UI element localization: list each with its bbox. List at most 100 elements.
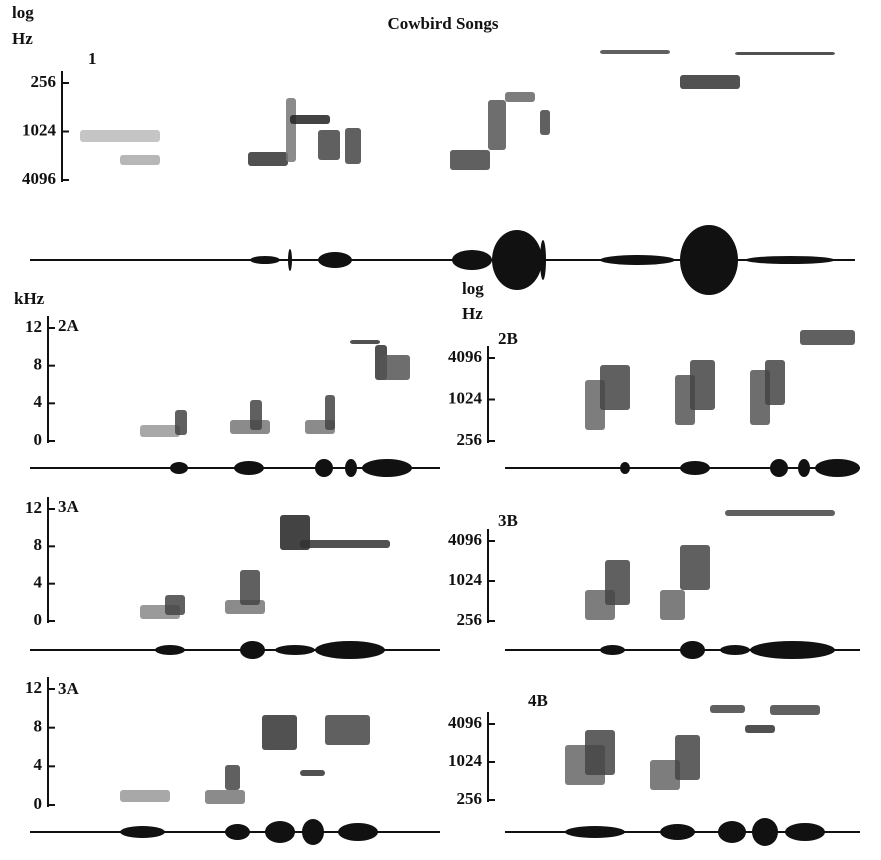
waveform-burst <box>240 641 265 659</box>
spectrogram-trace <box>680 545 710 590</box>
tick-label: 4 <box>34 755 43 774</box>
tick-label: 256 <box>457 610 483 629</box>
tick-label: 8 <box>34 355 43 374</box>
tick-label: 0 <box>34 794 43 813</box>
waveform-burst <box>620 462 630 474</box>
panel-label: 4B <box>528 691 548 710</box>
waveform-burst <box>660 824 695 840</box>
panel-label: 3A <box>58 679 80 698</box>
tick-label: 4 <box>34 573 43 592</box>
tick-label: 8 <box>34 717 43 736</box>
spectrogram-trace <box>725 510 835 516</box>
spectrogram-trace <box>325 395 335 430</box>
spectrogram-trace <box>225 765 240 790</box>
panel-label: 2A <box>58 316 80 335</box>
tick-label: 256 <box>31 72 57 91</box>
waveform-burst <box>338 823 378 841</box>
axis-label: kHz <box>14 289 45 308</box>
spectrogram-trace <box>248 152 288 166</box>
spectrogram-trace <box>710 705 745 713</box>
waveform-burst <box>770 459 788 477</box>
waveform-burst <box>718 821 746 843</box>
waveform-burst <box>362 459 412 477</box>
waveform-burst <box>680 641 705 659</box>
spectrogram-trace <box>585 730 615 775</box>
axis-label: Hz <box>462 304 483 323</box>
spectrogram-trace <box>680 75 740 89</box>
spectrogram-trace <box>690 360 715 410</box>
spectrogram-trace <box>300 540 390 548</box>
tick-label: 256 <box>457 789 483 808</box>
tick-label: 4 <box>34 392 43 411</box>
spectrogram-trace <box>300 770 325 776</box>
spectrogram-trace <box>140 425 180 437</box>
waveform-burst <box>750 641 835 659</box>
waveform-burst <box>540 240 546 280</box>
spectrogram-trace <box>540 110 550 135</box>
panel-label: 3A <box>58 497 80 516</box>
waveform-burst <box>680 225 738 295</box>
spectrogram-trace <box>80 130 160 142</box>
waveform-burst <box>492 230 542 290</box>
waveform-burst <box>318 252 352 268</box>
tick-label: 1024 <box>22 120 57 139</box>
spectrogram-trace <box>175 410 187 435</box>
waveform-burst <box>752 818 778 846</box>
spectrogram-trace <box>650 760 680 790</box>
figure-title: Cowbird Songs <box>387 14 498 33</box>
axis-label: Hz <box>12 29 33 48</box>
spectrogram-trace <box>262 715 297 750</box>
tick-label: 1024 <box>448 751 483 770</box>
spectrogram-trace <box>800 330 855 345</box>
tick-label: 1024 <box>448 570 483 589</box>
spectrogram-trace <box>345 128 361 164</box>
axis-label: log <box>12 3 34 22</box>
spectrogram-trace <box>165 595 185 615</box>
waveform-burst <box>345 459 357 477</box>
waveform-burst <box>234 461 264 475</box>
tick-label: 4096 <box>448 530 482 549</box>
tick-label: 4096 <box>448 347 482 366</box>
spectrogram-trace <box>660 590 685 620</box>
spectrogram-trace <box>250 400 262 430</box>
waveform-burst <box>250 256 280 264</box>
waveform-burst <box>452 250 492 270</box>
waveform-burst <box>120 826 165 838</box>
waveform-burst <box>315 641 385 659</box>
spectrogram-trace <box>350 340 380 344</box>
spectrogram-trace <box>290 115 330 124</box>
waveform-burst <box>600 255 675 265</box>
waveform-burst <box>565 826 625 838</box>
spectrogram-trace <box>286 98 296 162</box>
tick-label: 256 <box>457 430 483 449</box>
waveform-burst <box>785 823 825 841</box>
waveform-burst <box>275 645 315 655</box>
spectrogram-trace <box>600 365 630 410</box>
spectrogram-trace <box>745 725 775 733</box>
panel-label: 2B <box>498 329 518 348</box>
panel-label: 1 <box>88 49 97 68</box>
spectrogram-trace <box>325 715 370 745</box>
waveform-burst <box>798 459 810 477</box>
tick-label: 0 <box>34 610 43 629</box>
spectrogram-trace <box>505 92 535 102</box>
waveform-burst <box>815 459 860 477</box>
waveform-burst <box>745 256 835 264</box>
waveform-burst <box>265 821 295 843</box>
tick-label: 12 <box>25 317 42 336</box>
tick-label: 1024 <box>448 388 483 407</box>
waveform-burst <box>720 645 750 655</box>
spectrogram-trace <box>675 735 700 780</box>
waveform-burst <box>680 461 710 475</box>
panel-label: 3B <box>498 511 518 530</box>
spectrogram-trace <box>488 100 506 150</box>
waveform-burst <box>155 645 185 655</box>
spectrogram-trace <box>318 130 340 160</box>
tick-label: 4096 <box>22 169 56 188</box>
waveform-burst <box>600 645 625 655</box>
waveform-burst <box>170 462 188 474</box>
spectrogram-trace <box>770 705 820 715</box>
tick-label: 0 <box>34 430 43 449</box>
spectrogram-trace <box>450 150 490 170</box>
